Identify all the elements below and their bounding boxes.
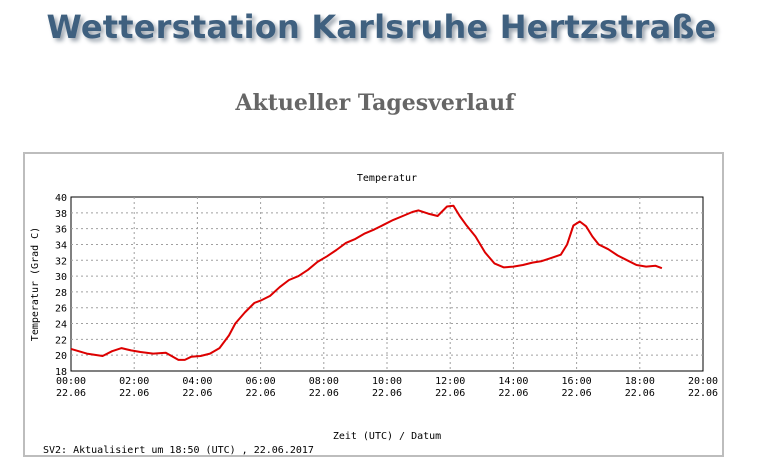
- y-tick-label: 40: [55, 193, 67, 204]
- x-tick-date: 22.06: [625, 388, 655, 399]
- x-tick-label: 12:00: [435, 376, 465, 387]
- x-tick-date: 22.06: [562, 388, 592, 399]
- x-tick-label: 10:00: [372, 376, 402, 387]
- x-tick-date: 22.06: [688, 388, 718, 399]
- x-tick-label: 06:00: [246, 376, 276, 387]
- x-tick-date: 22.06: [182, 388, 212, 399]
- page-title: Aktueller Tagesverlauf: [235, 90, 515, 116]
- y-axis-label: Temperatur (Grad C): [30, 227, 41, 341]
- x-tick-date: 22.06: [435, 388, 465, 399]
- temperature-series-line: [70, 204, 663, 361]
- x-tick-label: 20:00: [688, 376, 718, 387]
- series-layer: [70, 204, 663, 361]
- update-footer: SV2: Aktualisiert um 18:50 (UTC) , 22.06…: [43, 445, 314, 455]
- y-tick-label: 30: [55, 272, 67, 283]
- y-tick-label: 26: [55, 304, 67, 315]
- x-tick-date: 22.06: [498, 388, 528, 399]
- y-tick-label: 24: [55, 320, 67, 331]
- y-tick-label: 32: [55, 256, 67, 267]
- x-tick-label: 16:00: [562, 376, 592, 387]
- x-tick-label: 08:00: [309, 376, 339, 387]
- x-tick-label: 02:00: [119, 376, 149, 387]
- x-tick-label: 14:00: [498, 376, 528, 387]
- y-tick-label: 36: [55, 225, 67, 236]
- y-tick-label: 34: [55, 240, 67, 251]
- site-title: Wetterstation Karlsruhe Hertzstraße: [46, 8, 717, 46]
- grid-lines: [71, 197, 703, 371]
- y-tick-label: 18: [55, 367, 67, 378]
- x-axis-label: Zeit (UTC) / Datum: [333, 431, 441, 442]
- x-tick-label: 00:00: [56, 376, 86, 387]
- y-tick-label: 28: [55, 288, 67, 299]
- temperature-chart-frame: 18 20 22 24 26 28 30 32 34 36 38 40 00:00 22.06 02:00…: [23, 152, 724, 457]
- y-tick-labels: 18 20 22 24 26 28 30 32 34 36 38 40: [55, 193, 67, 378]
- x-tick-label: 04:00: [182, 376, 212, 387]
- y-tick-label: 22: [55, 335, 67, 346]
- chart-title: Temperatur: [357, 173, 417, 184]
- x-tick-labels: 00:0022.0602:0022.0604:0022.0606:0022.06…: [56, 376, 718, 399]
- x-tick-date: 22.06: [309, 388, 339, 399]
- x-tick-date: 22.06: [246, 388, 276, 399]
- y-tick-label: 38: [55, 209, 67, 220]
- y-tick-label: 20: [55, 351, 67, 362]
- x-tick-date: 22.06: [119, 388, 149, 399]
- x-tick-label: 18:00: [625, 376, 655, 387]
- x-tick-date: 22.06: [372, 388, 402, 399]
- x-tick-date: 22.06: [56, 388, 86, 399]
